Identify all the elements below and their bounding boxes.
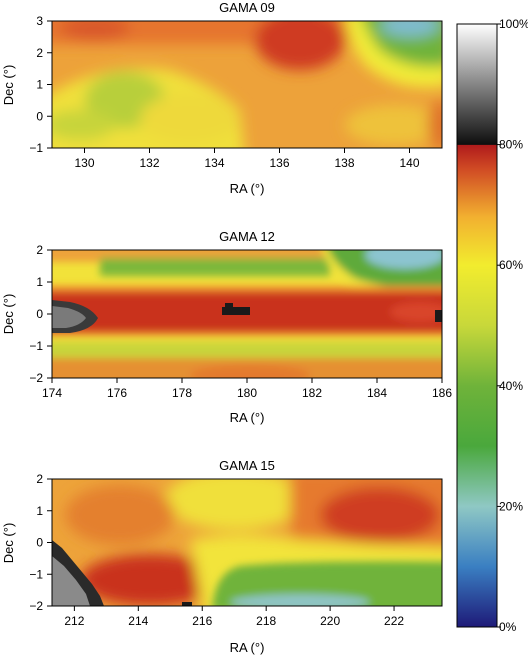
colorbar-tick-label: 60% [499, 258, 523, 272]
x-axis-label: RA (°) [230, 410, 265, 425]
y-tick-label: −1 [29, 339, 43, 353]
y-tick-label: 0 [36, 109, 43, 123]
y-tick-label: −2 [29, 371, 43, 385]
x-tick-label: 178 [172, 386, 192, 400]
x-tick-label: 176 [107, 386, 127, 400]
axis-ticks: 130 132 134 136 138 140 −1 0 1 2 3 [29, 14, 420, 170]
x-tick-label: 216 [192, 614, 212, 628]
heatmap-gama-09 [52, 21, 442, 148]
x-tick-label: 180 [237, 386, 257, 400]
x-axis-label: RA (°) [230, 181, 265, 196]
y-tick-label: 1 [36, 504, 43, 518]
x-tick-label: 136 [269, 156, 289, 170]
panel-title: GAMA 09 [219, 0, 275, 15]
axis-ticks: 212 214 216 218 220 222 −2 −1 0 1 2 [29, 472, 404, 628]
panel-gama-12: GAMA 12 174 176 178 180 182 184 [1, 229, 452, 425]
y-tick-label: 0 [36, 536, 43, 550]
colorbar-tick-label: 80% [499, 138, 523, 152]
panel-title: GAMA 12 [219, 229, 275, 244]
x-tick-label: 132 [139, 156, 159, 170]
y-axis-label: Dec (°) [1, 523, 16, 564]
y-tick-label: 2 [36, 46, 43, 60]
panel-title: GAMA 15 [219, 458, 275, 473]
heatmap-gama-15 [52, 479, 442, 606]
x-tick-label: 130 [74, 156, 94, 170]
colorbar-tick-label: 20% [499, 499, 523, 513]
colorbar-scale [456, 23, 498, 628]
colorbar-tick-label: 40% [499, 379, 523, 393]
colorbar-tick-label: 0% [499, 620, 517, 634]
x-tick-label: 182 [302, 386, 322, 400]
y-tick-label: −2 [29, 599, 43, 613]
y-tick-label: 3 [36, 14, 43, 28]
colorbar: 100% 80% 60% 40% 20% 0% [456, 17, 528, 634]
x-tick-label: 212 [64, 614, 84, 628]
y-tick-label: −1 [29, 141, 43, 155]
y-tick-label: 1 [36, 78, 43, 92]
y-tick-label: −1 [29, 567, 43, 581]
x-tick-label: 218 [256, 614, 276, 628]
panel-gama-15: GAMA 15 212 214 216 218 220 222 −2 −1 0 1 2 RA (°)… [1, 458, 443, 655]
colorbar-tick-label: 100% [499, 17, 528, 31]
x-tick-label: 222 [384, 614, 404, 628]
x-axis-label: RA (°) [230, 640, 265, 655]
x-tick-label: 140 [399, 156, 419, 170]
colorbar-ticks: 100% 80% 60% 40% 20% 0% [497, 17, 528, 634]
x-tick-label: 220 [320, 614, 340, 628]
x-tick-label: 138 [334, 156, 354, 170]
x-tick-label: 214 [128, 614, 148, 628]
x-tick-label: 134 [204, 156, 224, 170]
y-tick-label: 2 [36, 243, 43, 257]
x-tick-label: 174 [42, 386, 62, 400]
axis-ticks: 174 176 178 180 182 184 186 −2 −1 0 1 2 [29, 243, 452, 400]
y-tick-label: 1 [36, 275, 43, 289]
y-tick-label: 0 [36, 307, 43, 321]
y-tick-label: 2 [36, 472, 43, 486]
x-tick-label: 186 [432, 386, 452, 400]
y-axis-label: Dec (°) [1, 65, 16, 106]
y-axis-label: Dec (°) [1, 294, 16, 335]
heatmap-gama-12 [52, 250, 442, 378]
x-tick-label: 184 [367, 386, 387, 400]
